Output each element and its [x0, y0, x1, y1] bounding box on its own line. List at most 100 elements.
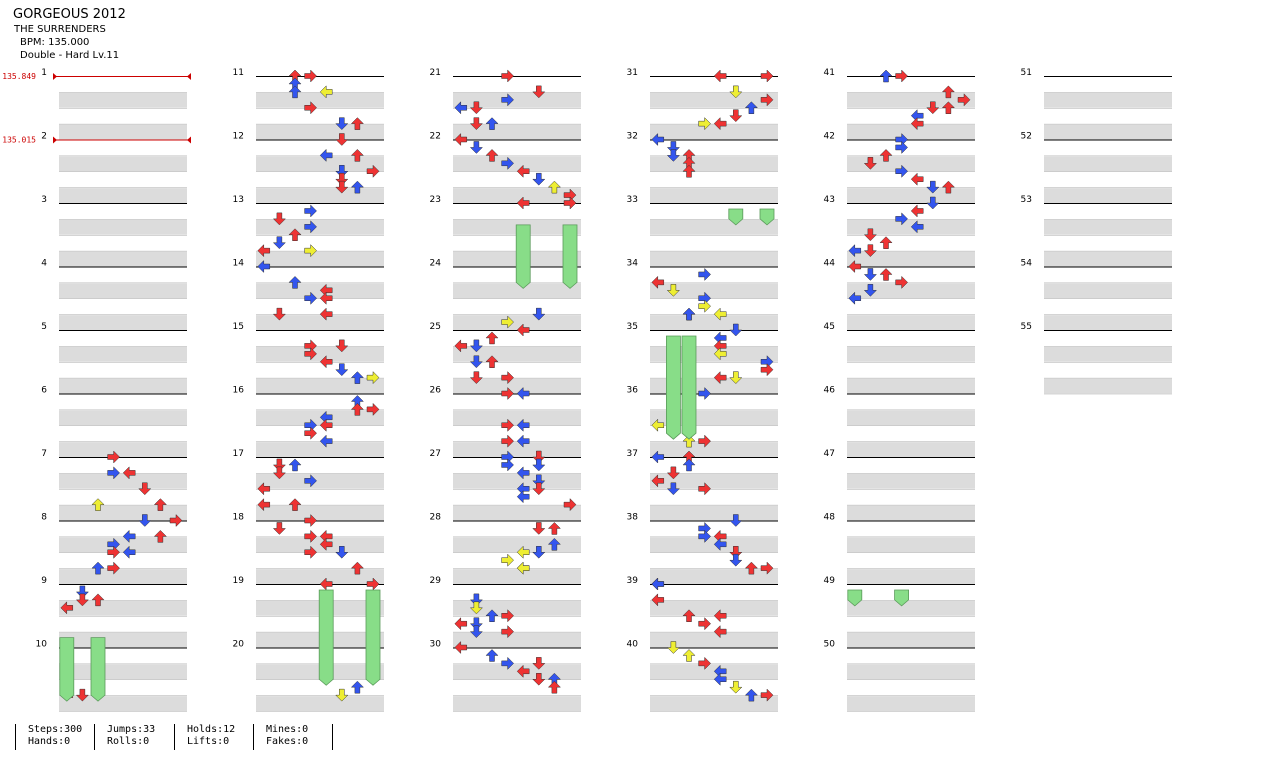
measure-9: 9 [41, 576, 187, 649]
beat-band [650, 458, 778, 473]
beat-band [1044, 204, 1172, 219]
beat-band [847, 569, 975, 584]
beat-band [847, 251, 975, 267]
beat-band [59, 267, 187, 283]
arrow-right-icon [501, 609, 514, 623]
beat-band [1044, 331, 1172, 346]
beat-band [1044, 140, 1172, 156]
measure-45: 45 [824, 322, 975, 395]
arrow-right-icon [366, 164, 380, 178]
measure-10: 10 [36, 640, 187, 712]
arrow-right-icon [501, 93, 514, 107]
measure-number: 29 [430, 576, 442, 586]
measure-12: 12 [233, 132, 384, 204]
measure-33: 33 [627, 195, 778, 268]
arrow-left-icon [848, 259, 862, 274]
arrow-down-icon [729, 323, 743, 337]
measure-number: 14 [233, 259, 245, 269]
beat-band [847, 442, 975, 457]
arrow-right-icon [501, 315, 514, 329]
arrow-down-icon [335, 172, 349, 186]
beat-band [453, 585, 581, 600]
beat-band [847, 378, 975, 394]
arrow-down-icon [532, 450, 546, 464]
arrow-right-icon [563, 196, 577, 210]
measure-35: 35 [627, 322, 778, 395]
song-bpm: BPM: 135.000 [20, 37, 90, 48]
measure-number: 54 [1021, 259, 1033, 269]
arrow-right-icon [501, 418, 514, 432]
stat-mines: Mines:0 [266, 724, 309, 735]
beat-band [59, 569, 187, 584]
measure-23: 23 [430, 195, 581, 268]
beat-band [256, 251, 384, 267]
hold-bar [681, 335, 697, 440]
arrow-left-icon [848, 291, 862, 305]
beat-band [1044, 362, 1172, 378]
beat-band [256, 283, 384, 299]
beat-band [650, 219, 778, 235]
beat-band [59, 458, 187, 473]
arrow-right-icon [304, 69, 317, 83]
arrow-up-icon [288, 228, 302, 241]
arrow-up-icon [91, 593, 105, 607]
beat-band [1044, 124, 1172, 140]
arrow-right-icon [304, 474, 317, 488]
beat-band [59, 680, 187, 696]
beat-band [256, 489, 384, 505]
arrow-right-icon [698, 299, 711, 313]
arrow-right-icon [563, 498, 577, 512]
measure-5: 5 [41, 322, 187, 395]
measure-number: 31 [627, 68, 638, 78]
beat-band [847, 553, 975, 569]
beat-band [847, 219, 975, 235]
measure-number: 39 [627, 576, 639, 586]
beat-band [650, 521, 778, 537]
measure-number: 52 [1021, 132, 1032, 142]
beat-band [256, 299, 384, 315]
beat-band [847, 108, 975, 124]
arrow-down-icon [729, 514, 743, 527]
arrow-down-icon [469, 601, 484, 615]
measure-8: 8 [41, 513, 187, 585]
measure-34: 34 [627, 259, 778, 331]
beat-band [453, 680, 581, 696]
measure-number: 22 [430, 132, 441, 142]
beat-band [650, 648, 778, 664]
beat-band [256, 124, 384, 140]
beat-band [256, 521, 384, 537]
measure-13: 13 [233, 195, 384, 268]
arrow-right-icon [501, 625, 514, 639]
arrow-down-icon [272, 307, 287, 321]
beat-band [847, 172, 975, 188]
arrow-right-icon [107, 545, 120, 559]
arrow-up-icon [744, 101, 759, 114]
beat-band [59, 204, 187, 219]
beat-band [847, 505, 975, 521]
measure-46: 46 [824, 386, 975, 458]
arrow-up-icon [547, 537, 562, 551]
beat-band [453, 124, 581, 140]
beat-band [453, 283, 581, 299]
beat-band [453, 521, 581, 537]
beat-band [650, 140, 778, 156]
arrow-left-icon [257, 259, 271, 274]
arrow-left-icon [319, 307, 333, 321]
arrow-down-icon [729, 680, 743, 694]
measure-number: 40 [627, 640, 639, 650]
arrow-down-icon [729, 109, 743, 123]
measure-2: 2 [41, 132, 187, 204]
beat-band [847, 124, 975, 140]
arrow-left-icon [713, 69, 727, 83]
beat-band [650, 680, 778, 696]
beat-band [256, 394, 384, 410]
measure-27: 27 [430, 449, 581, 522]
arrow-right-icon [304, 244, 317, 258]
beat-band [650, 124, 778, 140]
beat-band [256, 569, 384, 584]
arrow-left-icon [319, 434, 333, 448]
stat-group-jumps: Jumps:33 Rolls:0 [94, 724, 173, 750]
measure-number: 19 [233, 576, 245, 586]
bpm-marker: 135.849 [2, 72, 191, 81]
arrow-up-icon [288, 458, 302, 472]
